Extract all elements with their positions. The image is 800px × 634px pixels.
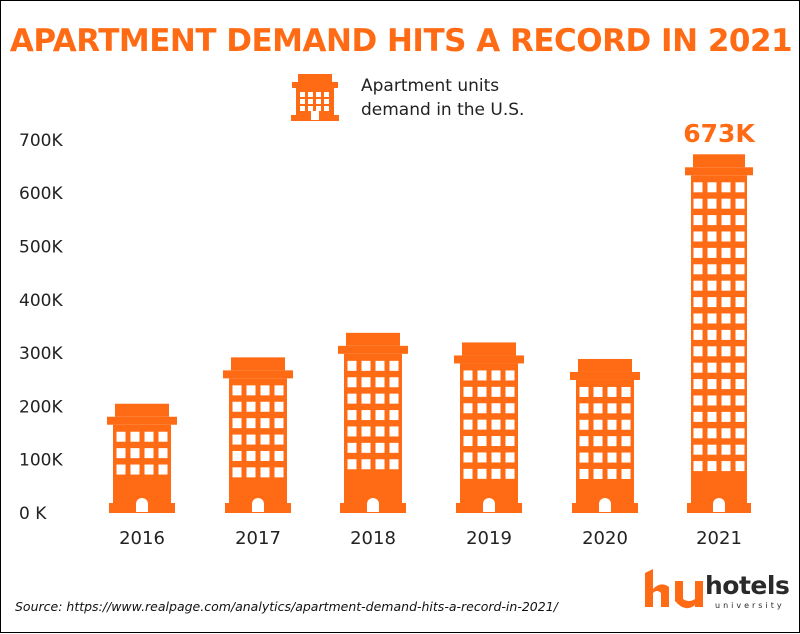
x-tick-label: 2019 [466,528,512,549]
y-tick-label: 0 K [19,504,47,524]
legend-label-line2: demand in the U.S. [361,100,525,120]
logo-subtitle: university [715,601,785,610]
legend-label-line1: Apartment units [361,76,500,96]
bar-2017 [223,357,293,513]
bar-2019 [454,342,524,513]
y-tick-label: 200K [19,397,63,417]
x-tick-label: 2017 [235,528,281,549]
x-tick-label: 2016 [119,528,165,549]
data-label-2021: 673K [683,119,756,148]
bar-2018 [338,332,408,513]
x-tick-label: 2020 [582,528,628,549]
building-icon [291,74,339,121]
source-note: Source: https://www.realpage.com/analyti… [15,599,558,614]
bar-2021 [685,154,753,513]
y-tick-label: 100K [19,451,63,471]
y-tick-label: 600K [19,184,63,204]
y-tick-label: 500K [19,238,63,258]
y-tick-label: 700K [19,131,63,151]
bar-2016 [107,403,177,513]
y-tick-label: 400K [19,291,63,311]
logo-mark-icon [645,569,703,609]
bar-2020 [570,358,640,513]
logo-wordmark: hotels [705,571,790,600]
legend: Apartment units demand in the U.S. [361,74,524,122]
chart-title: APARTMENT DEMAND HITS A RECORD IN 2021 [9,23,793,59]
x-tick-label: 2021 [696,528,742,549]
x-tick-label: 2018 [350,528,396,549]
y-tick-label: 300K [19,344,63,364]
